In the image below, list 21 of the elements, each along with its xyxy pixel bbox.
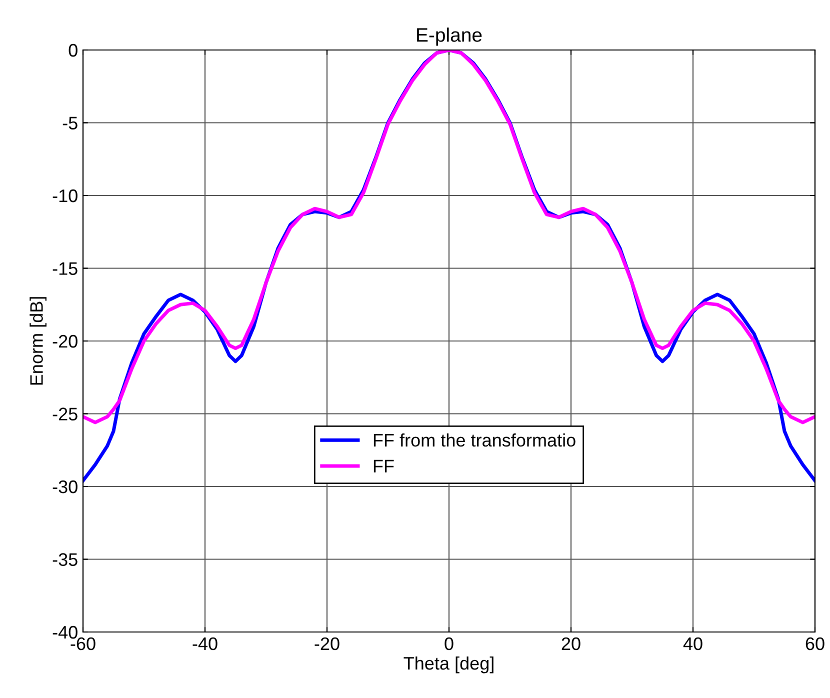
legend-label: FF from the transformatio [374,433,576,447]
x-tick-label: 40 [683,637,702,650]
y-tick-label: -40 [52,626,78,639]
y-tick-label: 0 [68,44,78,57]
x-tick-label: -40 [192,637,218,650]
y-tick-label: -35 [52,553,78,566]
y-tick-label: -15 [52,262,78,275]
x-axis-title: Theta [deg] [404,656,494,674]
x-tick-label: 0 [444,637,454,650]
legend-label: FF [374,460,394,472]
y-tick-label: -25 [52,408,78,420]
x-tick-label: -20 [314,637,340,650]
x-tick-label: 60 [806,637,824,650]
y-tick-label: -30 [52,480,78,494]
y-tick-label: -5 [62,116,78,130]
y-axis-title: Enorm [dB] [30,297,46,385]
chart-title: E-plane [417,28,482,46]
y-tick-label: -20 [52,334,78,348]
y-tick-label: -10 [52,189,78,202]
x-tick-label: -60 [70,637,96,650]
x-tick-label: 20 [562,637,580,650]
